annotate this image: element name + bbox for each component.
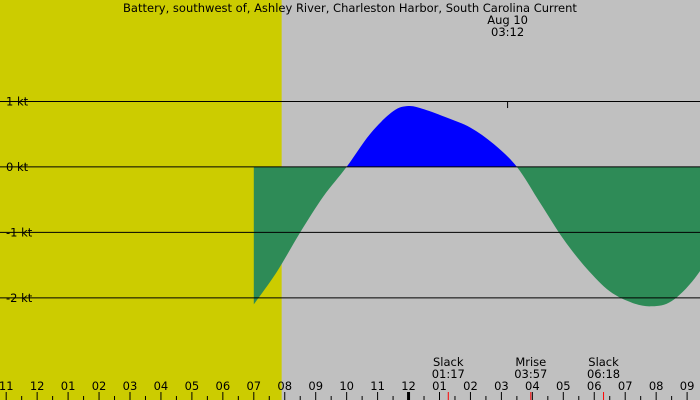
- hour-label: 01: [432, 379, 447, 393]
- day-band: [0, 0, 282, 400]
- event-name-label: Mrise: [515, 355, 546, 369]
- hour-label: 06: [587, 379, 602, 393]
- hour-label: 08: [277, 379, 292, 393]
- hour-label: 11: [0, 379, 14, 393]
- event-time-label: 01:17: [432, 367, 465, 381]
- peak-date-label: Aug 10: [487, 13, 528, 27]
- peak-time-label: 03:12: [491, 25, 524, 39]
- current-area: [253, 105, 700, 307]
- y-tick-label: -2 kt: [6, 291, 33, 305]
- hour-label: 10: [339, 379, 354, 393]
- hour-label: 03: [123, 379, 138, 393]
- hour-label: 07: [618, 379, 633, 393]
- event-time-label: 06:18: [587, 367, 620, 381]
- hour-label: 06: [216, 379, 231, 393]
- y-tick-label: -1 kt: [6, 225, 33, 239]
- chart-title: Battery, southwest of, Ashley River, Cha…: [123, 1, 577, 15]
- hour-label: 02: [463, 379, 478, 393]
- hour-label: 04: [154, 379, 169, 393]
- flood-area: [253, 105, 700, 167]
- grid-lines: [0, 100, 700, 400]
- event-name-label: Slack: [433, 355, 464, 369]
- hour-label: 04: [525, 379, 540, 393]
- hour-label: 09: [680, 379, 695, 393]
- hour-label: 05: [556, 379, 571, 393]
- y-tick-label: 0 kt: [6, 160, 29, 174]
- hour-label: 08: [649, 379, 664, 393]
- ebb-area: [253, 166, 700, 307]
- hour-label: 11: [370, 379, 385, 393]
- hour-label: 07: [246, 379, 261, 393]
- hour-label: 09: [308, 379, 323, 393]
- hour-label: 12: [30, 379, 45, 393]
- hour-label: 05: [185, 379, 200, 393]
- hour-label: 03: [494, 379, 509, 393]
- hour-label: 12: [401, 379, 416, 393]
- y-tick-label: 1 kt: [6, 94, 29, 108]
- event-time-label: 03:57: [514, 367, 547, 381]
- event-name-label: Slack: [588, 355, 619, 369]
- hour-label: 02: [92, 379, 107, 393]
- hour-label: 01: [61, 379, 76, 393]
